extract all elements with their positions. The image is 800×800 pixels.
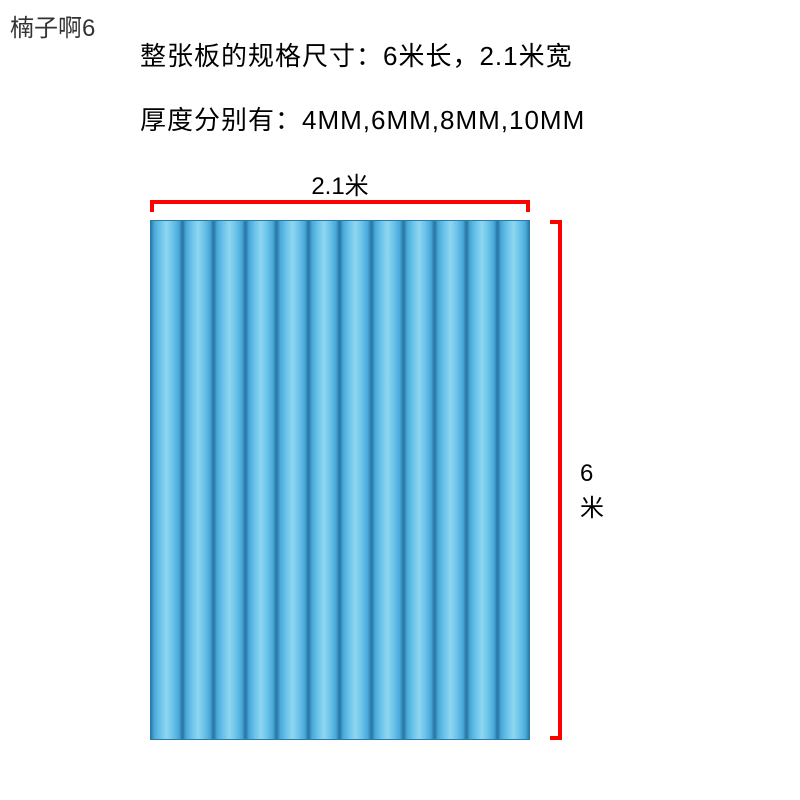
panel-rib (371, 221, 403, 739)
width-dimension-bracket (150, 200, 530, 212)
panel-rib (308, 221, 340, 739)
panel-rib (403, 221, 435, 739)
watermark-text: 楠子啊6 (10, 8, 95, 43)
panel-rib (276, 221, 308, 739)
panel-rib (466, 221, 498, 739)
spec-thickness-text: 厚度分别有：4MM,6MM,8MM,10MM (140, 100, 585, 137)
panel-rib (182, 221, 214, 739)
panel-rib (434, 221, 466, 739)
panel-rib (213, 221, 245, 739)
polycarbonate-panel (150, 220, 530, 740)
panel-rib (150, 221, 182, 739)
panel-rib (497, 221, 530, 739)
panel-rib (245, 221, 277, 739)
height-dimension-label: 6米 (580, 460, 604, 523)
height-dimension-bracket (550, 220, 562, 740)
panel-rib (339, 221, 371, 739)
spec-size-text: 整张板的规格尺寸：6米长，2.1米宽 (140, 36, 573, 73)
width-dimension-label: 2.1米 (150, 166, 530, 201)
